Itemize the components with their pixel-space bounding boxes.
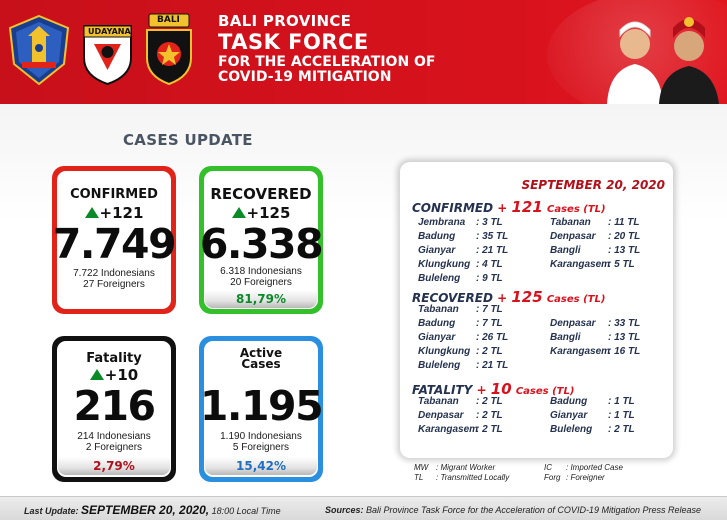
confirmed-total: 7.749: [52, 220, 176, 268]
list-item: Jembrana: 3 TL: [418, 217, 503, 228]
regency-breakdown-panel: SEPTEMBER 20, 2020 CONFIRMED + 121 Cases…: [400, 162, 673, 458]
fatality-percent: 2,79%: [58, 457, 170, 475]
fatality-label: Fatality: [86, 351, 142, 366]
last-update: Last Update: SEPTEMBER 20, 2020, 18:00 L…: [24, 503, 281, 517]
legend-tl: TL: Transmitted Locally: [414, 473, 510, 482]
active-indonesians: 1.190 Indonesians: [220, 431, 302, 442]
confirmed-foreigners: 27 Foreigners: [83, 279, 145, 290]
list-item: Bangli: 13 TL: [550, 245, 641, 256]
list-item: Gianyar: 21 TL: [418, 245, 509, 256]
recovered-percent: 81,79%: [205, 290, 317, 308]
recovered-indonesians: 6.318 Indonesians: [220, 266, 302, 277]
fatality-total: 216: [73, 382, 156, 430]
list-item: Buleleng: 21 TL: [418, 360, 509, 371]
up-arrow-icon: [89, 369, 104, 380]
main-content: CASES UPDATE CONFIRMED +121 7.749 7.722 …: [0, 104, 727, 496]
active-percent: 15,42%: [205, 457, 317, 475]
list-item: Klungkung: 4 TL: [418, 259, 503, 270]
officials-portrait: [587, 0, 727, 104]
legend-mw: MW: Migrant Worker: [414, 463, 496, 472]
list-item: Gianyar: 1 TL: [550, 410, 635, 421]
legend-ic: IC: Imported Case: [544, 463, 623, 472]
fatality-section-heading: FATALITY + 10 Cases (TL): [412, 380, 575, 398]
recovered-foreigners: 20 Foreigners: [230, 277, 292, 288]
header-title: BALI PROVINCE TASK FORCE FOR THE ACCELER…: [218, 12, 436, 85]
confirmed-delta: +121: [52, 204, 176, 222]
active-label-line1: Active: [239, 346, 283, 360]
footer-bar: Last Update: SEPTEMBER 20, 2020, 18:00 L…: [0, 496, 727, 520]
up-arrow-icon: [231, 207, 246, 218]
fatality-foreigners: 2 Foreigners: [85, 442, 143, 453]
list-item: Buleleng: 9 TL: [418, 273, 503, 284]
section-title: CASES UPDATE: [123, 131, 253, 149]
active-total: 1.195: [199, 382, 323, 430]
sources: Sources: Bali Province Task Force for th…: [324, 505, 701, 515]
legend-right: IC: Imported Case Forg: Foreigner: [544, 463, 623, 483]
recovered-label: RECOVERED: [210, 185, 312, 203]
up-arrow-icon: [84, 207, 99, 218]
legend-left: MW: Migrant Worker TL: Transmitted Local…: [414, 463, 509, 483]
fatality-card: Fatality +10 216 214 Indonesians 2 Forei…: [52, 336, 176, 482]
list-item: Tabanan: 7 TL: [418, 304, 503, 315]
list-item: Karangasem: 2 TL: [418, 424, 503, 435]
list-item: Denpasar: 2 TL: [418, 410, 503, 421]
recovered-section-heading: RECOVERED + 125 Cases (TL): [412, 288, 606, 306]
recovered-total: 6.338: [199, 220, 323, 268]
bali-province-logo-icon: [8, 14, 70, 86]
header-banner: UDAYANA BALI BALI PROVINCE TASK FORCE FO…: [0, 0, 727, 104]
title-line-3: FOR THE ACCELERATION OF: [218, 54, 436, 70]
recovered-delta: +125: [199, 204, 323, 222]
list-item: Buleleng: 2 TL: [550, 424, 635, 435]
udayana-logo-label: UDAYANA: [88, 27, 131, 36]
list-item: Denpasar: 20 TL: [550, 231, 641, 242]
list-item: Gianyar: 26 TL: [418, 332, 509, 343]
udayana-logo-icon: UDAYANA: [80, 14, 135, 86]
list-item: Denpasar: 33 TL: [550, 318, 641, 329]
list-item: Karangasem: 5 TL: [550, 259, 635, 270]
title-line-1: BALI PROVINCE: [218, 12, 352, 30]
title-line-2: TASK FORCE: [218, 30, 369, 54]
recovered-card: RECOVERED +125 6.338 6.318 Indonesians 2…: [199, 166, 323, 314]
police-logo-icon: BALI: [143, 10, 195, 86]
active-label-line2: Cases: [241, 357, 281, 371]
list-item: Bangli: 13 TL: [550, 332, 641, 343]
confirmed-section-heading: CONFIRMED + 121 Cases (TL): [412, 198, 606, 216]
panel-date: SEPTEMBER 20, 2020: [521, 178, 665, 192]
fatality-delta: +10: [52, 366, 176, 384]
list-item: Tabanan: 11 TL: [550, 217, 640, 228]
list-item: Badung: 1 TL: [550, 396, 635, 407]
active-cases-card: Active Cases 1.195 1.190 Indonesians 5 F…: [199, 336, 323, 482]
list-item: Tabanan: 2 TL: [418, 396, 503, 407]
title-line-4: COVID-19 MITIGATION: [218, 69, 392, 85]
police-logo-label: BALI: [157, 15, 180, 25]
confirmed-card: CONFIRMED +121 7.749 7.722 Indonesians 2…: [52, 166, 176, 314]
list-item: Karangasem: 16 TL: [550, 346, 641, 357]
legend-forg: Forg: Foreigner: [544, 473, 605, 482]
list-item: Badung: 7 TL: [418, 318, 503, 329]
confirmed-label: CONFIRMED: [70, 187, 158, 202]
fatality-indonesians: 214 Indonesians: [77, 431, 151, 442]
confirmed-indonesians: 7.722 Indonesians: [73, 268, 155, 279]
list-item: Klungkung: 2 TL: [418, 346, 503, 357]
active-foreigners: 5 Foreigners: [232, 442, 290, 453]
list-item: Badung: 35 TL: [418, 231, 509, 242]
